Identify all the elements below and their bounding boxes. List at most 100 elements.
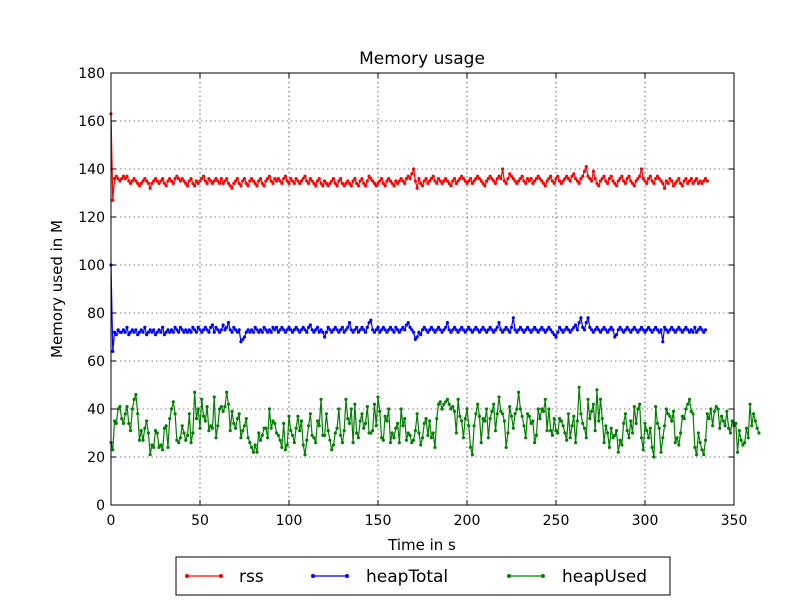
data-point-heapTotal	[577, 321, 581, 325]
data-point-rss	[520, 174, 524, 178]
data-point-heapTotal	[638, 328, 642, 332]
y-tick-label: 0	[96, 498, 105, 514]
data-point-heapUsed	[515, 407, 519, 411]
data-point-rss	[132, 177, 136, 181]
data-point-heapTotal	[383, 328, 387, 332]
data-point-heapTotal	[444, 325, 448, 329]
data-point-heapUsed	[573, 441, 578, 445]
plot-frame	[110, 72, 735, 506]
data-point-rss	[333, 181, 337, 185]
data-point-rss	[670, 179, 674, 183]
data-point-rss	[501, 167, 505, 171]
data-point-heapTotal	[639, 325, 644, 329]
data-point-heapUsed	[598, 397, 603, 401]
data-point-heapTotal	[581, 325, 585, 329]
data-point-heapTotal	[543, 330, 547, 334]
data-point-heapUsed	[198, 426, 202, 430]
data-point-heapUsed	[401, 424, 405, 428]
data-point-rss	[175, 174, 179, 178]
data-point-heapTotal	[563, 328, 567, 332]
data-point-rss	[137, 184, 142, 188]
legend-marker-heapUsed	[541, 574, 545, 578]
data-point-heapTotal	[668, 328, 672, 332]
data-point-heapTotal	[412, 330, 416, 334]
data-point-heapTotal	[112, 330, 117, 334]
data-point-heapTotal	[290, 330, 295, 334]
legend-marker-heapTotal	[311, 574, 315, 578]
data-point-rss	[468, 177, 473, 181]
data-point-heapUsed	[201, 414, 206, 418]
data-point-heapTotal	[250, 328, 254, 332]
data-point-heapUsed	[244, 417, 248, 421]
data-point-rss	[378, 179, 382, 183]
data-point-rss	[248, 179, 252, 183]
data-point-rss	[335, 184, 339, 188]
data-point-heapUsed	[643, 421, 647, 425]
data-point-rss	[340, 181, 344, 185]
data-point-rss	[177, 177, 181, 181]
data-point-heapTotal	[221, 323, 225, 327]
data-point-heapUsed	[472, 424, 476, 428]
data-point-heapUsed	[461, 436, 466, 440]
data-point-heapTotal	[673, 330, 677, 334]
data-point-rss	[387, 177, 391, 181]
data-point-heapUsed	[719, 414, 724, 418]
data-point-heapUsed	[520, 414, 524, 418]
data-point-heapTotal	[299, 328, 304, 332]
data-point-rss	[511, 177, 515, 181]
data-point-heapTotal	[235, 330, 239, 334]
data-point-heapUsed	[226, 402, 231, 406]
data-point-heapUsed	[538, 417, 542, 421]
data-point-heapUsed	[506, 431, 510, 435]
data-point-heapTotal	[545, 328, 549, 332]
data-point-heapTotal	[483, 328, 487, 332]
data-point-rss	[410, 172, 414, 176]
data-point-heapUsed	[166, 445, 170, 449]
data-point-heapUsed	[363, 421, 368, 425]
data-point-rss	[671, 184, 676, 188]
data-point-heapUsed	[130, 407, 134, 411]
data-point-heapTotal	[228, 328, 232, 332]
data-point-heapTotal	[501, 330, 505, 334]
data-point-heapUsed	[746, 436, 750, 440]
data-point-rss	[502, 179, 506, 183]
data-point-heapUsed	[435, 417, 439, 421]
data-point-heapTotal	[205, 328, 209, 332]
data-point-heapUsed	[136, 412, 140, 416]
data-point-rss	[661, 181, 665, 185]
data-point-heapTotal	[463, 330, 467, 334]
data-point-heapTotal	[451, 328, 455, 332]
data-point-rss	[577, 181, 581, 185]
data-point-heapTotal	[328, 328, 332, 332]
data-point-rss	[563, 177, 567, 181]
data-point-heapUsed	[162, 426, 166, 430]
data-point-heapUsed	[502, 419, 506, 423]
data-point-heapTotal	[408, 325, 412, 329]
data-point-rss	[274, 179, 279, 183]
data-point-rss	[689, 177, 693, 181]
data-point-heapUsed	[753, 419, 757, 423]
data-point-rss	[305, 179, 309, 183]
data-point-heapUsed	[552, 417, 556, 421]
data-point-rss	[310, 179, 314, 183]
data-point-heapTotal	[347, 321, 352, 325]
data-point-rss	[349, 184, 353, 188]
data-point-heapUsed	[545, 429, 549, 433]
data-point-heapUsed	[509, 414, 514, 418]
data-point-rss	[239, 184, 243, 188]
data-point-rss	[219, 177, 223, 181]
data-point-heapUsed	[470, 453, 474, 457]
data-point-rss	[253, 181, 257, 185]
data-point-heapUsed	[700, 448, 704, 452]
data-point-heapUsed	[629, 419, 633, 423]
data-point-heapUsed	[374, 424, 378, 428]
data-point-heapUsed	[422, 421, 426, 425]
data-point-heapTotal	[294, 325, 298, 329]
data-point-heapTotal	[150, 330, 154, 334]
data-point-heapUsed	[410, 441, 414, 445]
data-point-rss	[616, 179, 620, 183]
data-point-heapUsed	[111, 448, 115, 452]
data-point-heapUsed	[123, 412, 127, 416]
data-point-rss	[499, 177, 503, 181]
